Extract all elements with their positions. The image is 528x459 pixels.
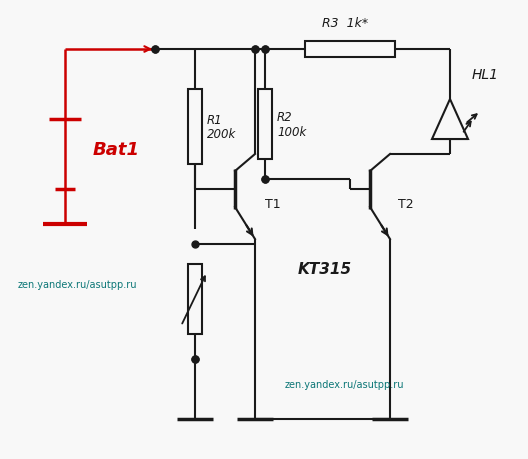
Bar — [258, 90, 272, 160]
Bar — [188, 264, 202, 334]
Text: Bat1: Bat1 — [93, 141, 140, 159]
Bar — [188, 90, 202, 165]
Bar — [305, 42, 395, 58]
Text: HL1: HL1 — [472, 68, 499, 82]
Text: KT315: KT315 — [298, 262, 352, 277]
Text: R1
200k: R1 200k — [207, 113, 236, 141]
Text: R2
100k: R2 100k — [277, 111, 306, 139]
Text: T2: T2 — [398, 198, 413, 211]
Text: zen.yandex.ru/asutpp.ru: zen.yandex.ru/asutpp.ru — [18, 280, 137, 289]
Text: R3  1k*: R3 1k* — [322, 17, 368, 30]
Text: zen.yandex.ru/asutpp.ru: zen.yandex.ru/asutpp.ru — [285, 379, 404, 389]
Text: T1: T1 — [265, 198, 280, 211]
Polygon shape — [432, 100, 468, 140]
